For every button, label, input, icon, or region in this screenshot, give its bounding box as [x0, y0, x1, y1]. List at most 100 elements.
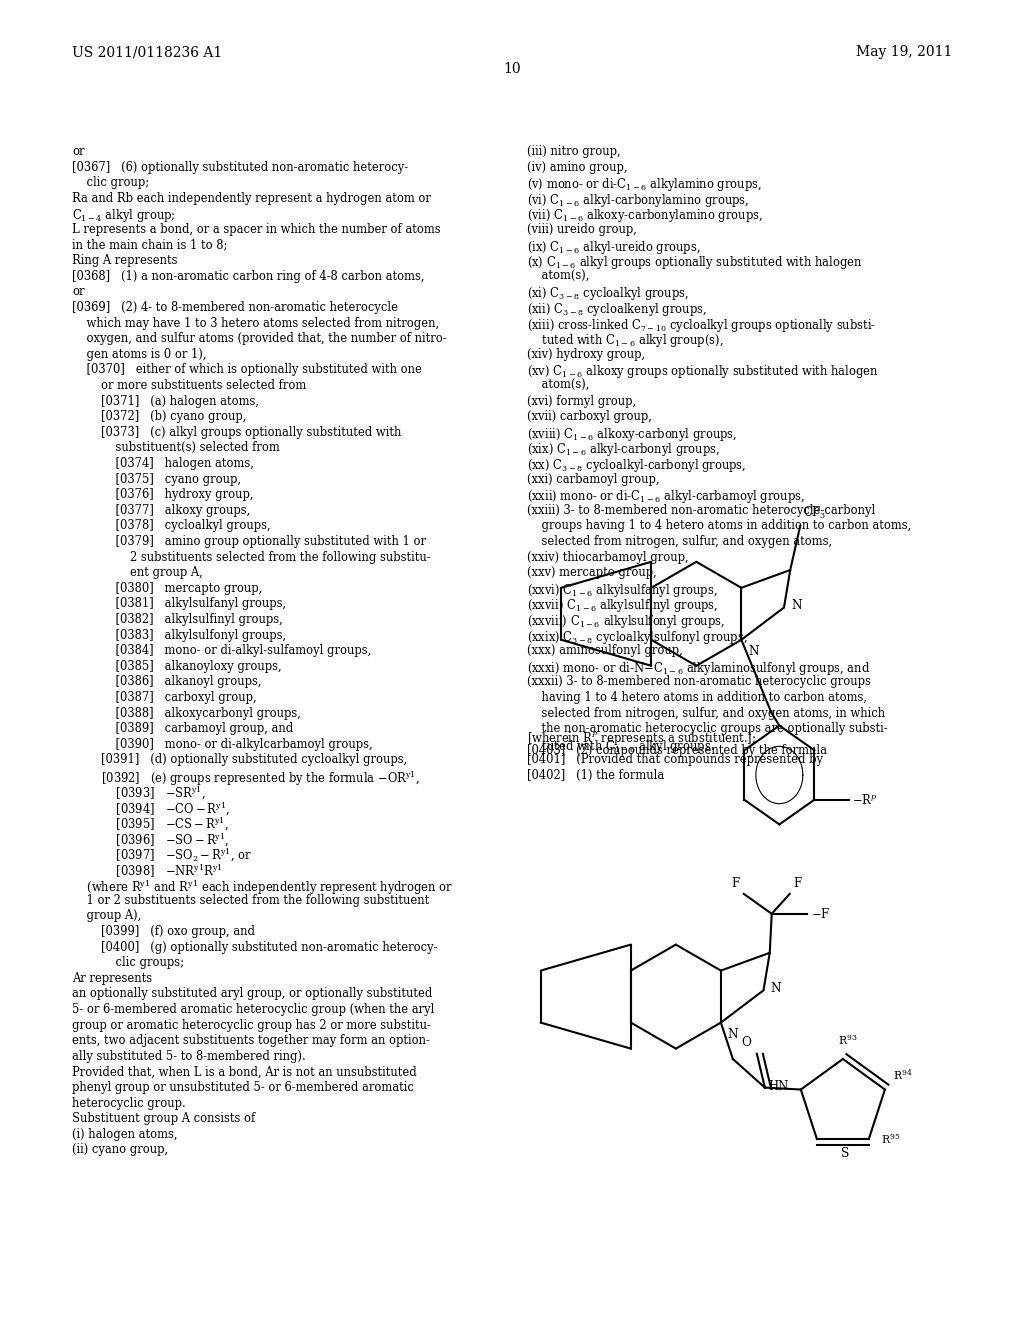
- Text: phenyl group or unsubstituted 5- or 6-membered aromatic: phenyl group or unsubstituted 5- or 6-me…: [72, 1081, 414, 1094]
- Text: [0382]   alkylsulfinyl groups,: [0382] alkylsulfinyl groups,: [72, 612, 283, 626]
- Text: (xi) C$_{3-8}$ cycloalkyl groups,: (xi) C$_{3-8}$ cycloalkyl groups,: [527, 285, 689, 302]
- Text: (xxiv) thiocarbamoyl group,: (xxiv) thiocarbamoyl group,: [527, 550, 688, 564]
- Text: 2 substituents selected from the following substitu-: 2 substituents selected from the followi…: [72, 550, 431, 564]
- Text: (xxi) carbamoyl group,: (xxi) carbamoyl group,: [527, 473, 659, 486]
- Text: N: N: [728, 1028, 738, 1041]
- Text: [0399]   (f) oxo group, and: [0399] (f) oxo group, and: [72, 925, 255, 939]
- Text: (xvi) formyl group,: (xvi) formyl group,: [527, 395, 636, 408]
- Text: $-$R$^{p}$: $-$R$^{p}$: [852, 793, 878, 807]
- Text: 5- or 6-membered aromatic heterocyclic group (when the aryl: 5- or 6-membered aromatic heterocyclic g…: [72, 1003, 434, 1016]
- Text: [0391]   (d) optionally substituted cycloalkyl groups,: [0391] (d) optionally substituted cycloa…: [72, 754, 408, 767]
- Text: (xiii) cross-linked C$_{7-10}$ cycloalkyl groups optionally substi-: (xiii) cross-linked C$_{7-10}$ cycloalky…: [527, 317, 877, 334]
- Text: ent group A,: ent group A,: [72, 566, 203, 579]
- Text: Ar represents: Ar represents: [72, 972, 153, 985]
- Text: which may have 1 to 3 hetero atoms selected from nitrogen,: which may have 1 to 3 hetero atoms selec…: [72, 317, 439, 330]
- Text: [0368]   (1) a non-aromatic carbon ring of 4-8 carbon atoms,: [0368] (1) a non-aromatic carbon ring of…: [72, 269, 425, 282]
- Text: ents, two adjacent substituents together may form an option-: ents, two adjacent substituents together…: [72, 1034, 430, 1047]
- Text: [0397]   $\mathrm{-SO_2-R^{y1}}$, or: [0397] $\mathrm{-SO_2-R^{y1}}$, or: [72, 847, 252, 865]
- Text: (v) mono- or di-C$_{1-6}$ alkylamino groups,: (v) mono- or di-C$_{1-6}$ alkylamino gro…: [527, 176, 762, 193]
- Text: [0387]   carboxyl group,: [0387] carboxyl group,: [72, 690, 257, 704]
- Text: (xxii) mono- or di-C$_{1-6}$ alkyl-carbamoyl groups,: (xxii) mono- or di-C$_{1-6}$ alkyl-carba…: [527, 488, 805, 506]
- Text: [0396]   $\mathrm{-SO-R^{y1}}$,: [0396] $\mathrm{-SO-R^{y1}}$,: [72, 832, 229, 849]
- Text: atom(s),: atom(s),: [527, 379, 590, 392]
- Text: [0400]   (g) optionally substituted non-aromatic heterocy-: [0400] (g) optionally substituted non-ar…: [72, 941, 437, 953]
- Text: HN: HN: [769, 1080, 788, 1093]
- Text: or: or: [72, 145, 85, 158]
- Text: N: N: [770, 982, 781, 995]
- Text: [0372]   (b) cyano group,: [0372] (b) cyano group,: [72, 411, 247, 424]
- Text: (xxix) C$_{3-8}$ cycloalkylsulfonyl groups,: (xxix) C$_{3-8}$ cycloalkylsulfonyl grou…: [527, 628, 748, 645]
- Text: substituent(s) selected from: substituent(s) selected from: [72, 441, 280, 454]
- Text: group or aromatic heterocyclic group has 2 or more substitu-: group or aromatic heterocyclic group has…: [72, 1019, 431, 1032]
- Text: [0374]   halogen atoms,: [0374] halogen atoms,: [72, 457, 254, 470]
- Text: clic groups;: clic groups;: [72, 956, 184, 969]
- Text: an optionally substituted aryl group, or optionally substituted: an optionally substituted aryl group, or…: [72, 987, 432, 1001]
- Text: gen atoms is 0 or 1),: gen atoms is 0 or 1),: [72, 347, 207, 360]
- Text: CF$_3$: CF$_3$: [803, 504, 826, 521]
- Text: May 19, 2011: May 19, 2011: [856, 45, 952, 59]
- Text: tuted with C$_{1-6}$ alkyl group(s),: tuted with C$_{1-6}$ alkyl group(s),: [527, 333, 724, 350]
- Text: [0381]   alkylsulfanyl groups,: [0381] alkylsulfanyl groups,: [72, 598, 286, 610]
- Text: [0373]   (c) alkyl groups optionally substituted with: [0373] (c) alkyl groups optionally subst…: [72, 426, 401, 438]
- Text: (iv) amino group,: (iv) amino group,: [527, 161, 628, 174]
- Text: (xxxii) 3- to 8-membered non-aromatic heterocyclic groups: (xxxii) 3- to 8-membered non-aromatic he…: [527, 676, 870, 689]
- Text: [0401]   (Provided that compounds represented by: [0401] (Provided that compounds represen…: [527, 754, 823, 767]
- Text: [wherein R$^{P}$ represents a substituent.];: [wherein R$^{P}$ represents a substituen…: [527, 729, 756, 747]
- Text: (xix) C$_{1-6}$ alkyl-carbonyl groups,: (xix) C$_{1-6}$ alkyl-carbonyl groups,: [527, 441, 720, 458]
- Text: (iii) nitro group,: (iii) nitro group,: [527, 145, 621, 158]
- Text: [0376]   hydroxy group,: [0376] hydroxy group,: [72, 488, 254, 502]
- Text: (xiv) hydroxy group,: (xiv) hydroxy group,: [527, 347, 645, 360]
- Text: (xviii) C$_{1-6}$ alkoxy-carbonyl groups,: (xviii) C$_{1-6}$ alkoxy-carbonyl groups…: [527, 426, 737, 442]
- Text: [0378]   cycloalkyl groups,: [0378] cycloalkyl groups,: [72, 519, 270, 532]
- Text: (viii) ureido group,: (viii) ureido group,: [527, 223, 637, 236]
- Text: [0380]   mercapto group,: [0380] mercapto group,: [72, 582, 262, 595]
- Text: or: or: [72, 285, 85, 298]
- Text: Ra and Rb each independently represent a hydrogen atom or: Ra and Rb each independently represent a…: [72, 191, 431, 205]
- Text: [0394]   $\mathrm{-CO-R^{y1}}$,: [0394] $\mathrm{-CO-R^{y1}}$,: [72, 800, 230, 817]
- Text: group A),: group A),: [72, 909, 141, 923]
- Text: (xxiii) 3- to 8-membered non-aromatic heterocycle-carbonyl: (xxiii) 3- to 8-membered non-aromatic he…: [527, 504, 876, 517]
- Text: [0386]   alkanoyl groups,: [0386] alkanoyl groups,: [72, 676, 261, 689]
- Text: [0403]   (2) compounds represented by the formula: [0403] (2) compounds represented by the …: [527, 744, 827, 758]
- Text: (vi) C$_{1-6}$ alkyl-carbonylamino groups,: (vi) C$_{1-6}$ alkyl-carbonylamino group…: [527, 191, 750, 209]
- Text: [0385]   alkanoyloxy groups,: [0385] alkanoyloxy groups,: [72, 660, 282, 673]
- Text: F: F: [794, 876, 802, 890]
- Text: (vii) C$_{1-6}$ alkoxy-carbonylamino groups,: (vii) C$_{1-6}$ alkoxy-carbonylamino gro…: [527, 207, 763, 224]
- Text: [0371]   (a) halogen atoms,: [0371] (a) halogen atoms,: [72, 395, 259, 408]
- Text: Substituent group A consists of: Substituent group A consists of: [72, 1113, 255, 1125]
- Text: R$^{93}$: R$^{93}$: [838, 1034, 857, 1047]
- Text: tuted with C$_{1-6}$ alkyl groups.: tuted with C$_{1-6}$ alkyl groups.: [527, 738, 715, 755]
- Text: [0393]   $\mathrm{-SR^{y1}}$,: [0393] $\mathrm{-SR^{y1}}$,: [72, 784, 206, 803]
- Text: (xxvi) C$_{1-6}$ alkylsulfanyl groups,: (xxvi) C$_{1-6}$ alkylsulfanyl groups,: [527, 582, 718, 599]
- Text: [0367]   (6) optionally substituted non-aromatic heterocy-: [0367] (6) optionally substituted non-ar…: [72, 161, 409, 174]
- Text: Ring A represents: Ring A represents: [72, 255, 177, 267]
- Text: [0383]   alkylsulfonyl groups,: [0383] alkylsulfonyl groups,: [72, 628, 286, 642]
- Text: the non-aromatic heterocyclic groups are optionally substi-: the non-aromatic heterocyclic groups are…: [527, 722, 888, 735]
- Text: [0377]   alkoxy groups,: [0377] alkoxy groups,: [72, 504, 250, 517]
- Text: 1 or 2 substituents selected from the following substituent: 1 or 2 substituents selected from the fo…: [72, 894, 429, 907]
- Text: (i) halogen atoms,: (i) halogen atoms,: [72, 1127, 177, 1140]
- Text: [0402]   (1) the formula: [0402] (1) the formula: [527, 770, 665, 781]
- Text: $-$F: $-$F: [811, 907, 830, 921]
- Text: US 2011/0118236 A1: US 2011/0118236 A1: [72, 45, 222, 59]
- Text: [0370]   either of which is optionally substituted with one: [0370] either of which is optionally sub…: [72, 363, 422, 376]
- Text: R$^{95}$: R$^{95}$: [881, 1133, 900, 1146]
- Text: [0388]   alkoxycarbonyl groups,: [0388] alkoxycarbonyl groups,: [72, 706, 301, 719]
- Text: (xxviii) C$_{1-6}$ alkylsulfonyl groups,: (xxviii) C$_{1-6}$ alkylsulfonyl groups,: [527, 612, 725, 630]
- Text: [0389]   carbamoyl group, and: [0389] carbamoyl group, and: [72, 722, 293, 735]
- Text: [0398]   $\mathrm{-NR^{y1}R^{y1}}$: [0398] $\mathrm{-NR^{y1}R^{y1}}$: [72, 862, 223, 880]
- Text: (xx) C$_{3-8}$ cycloalkyl-carbonyl groups,: (xx) C$_{3-8}$ cycloalkyl-carbonyl group…: [527, 457, 746, 474]
- Text: groups having 1 to 4 hetero atoms in addition to carbon atoms,: groups having 1 to 4 hetero atoms in add…: [527, 519, 911, 532]
- Text: clic group;: clic group;: [72, 176, 150, 189]
- Text: in the main chain is 1 to 8;: in the main chain is 1 to 8;: [72, 239, 227, 252]
- Text: atom(s),: atom(s),: [527, 269, 590, 282]
- Text: oxygen, and sulfur atoms (provided that, the number of nitro-: oxygen, and sulfur atoms (provided that,…: [72, 333, 446, 346]
- Text: (xv) C$_{1-6}$ alkoxy groups optionally substituted with halogen: (xv) C$_{1-6}$ alkoxy groups optionally …: [527, 363, 879, 380]
- Text: (xxv) mercapto group,: (xxv) mercapto group,: [527, 566, 656, 579]
- Text: having 1 to 4 hetero atoms in addition to carbon atoms,: having 1 to 4 hetero atoms in addition t…: [527, 690, 867, 704]
- Text: (xvii) carboxyl group,: (xvii) carboxyl group,: [527, 411, 652, 424]
- Text: selected from nitrogen, sulfur, and oxygen atoms,: selected from nitrogen, sulfur, and oxyg…: [527, 535, 833, 548]
- Text: [0384]   mono- or di-alkyl-sulfamoyl groups,: [0384] mono- or di-alkyl-sulfamoyl group…: [72, 644, 372, 657]
- Text: (xxx) aminosulfonyl group,: (xxx) aminosulfonyl group,: [527, 644, 683, 657]
- Text: (ix) C$_{1-6}$ alkyl-ureido groups,: (ix) C$_{1-6}$ alkyl-ureido groups,: [527, 239, 700, 256]
